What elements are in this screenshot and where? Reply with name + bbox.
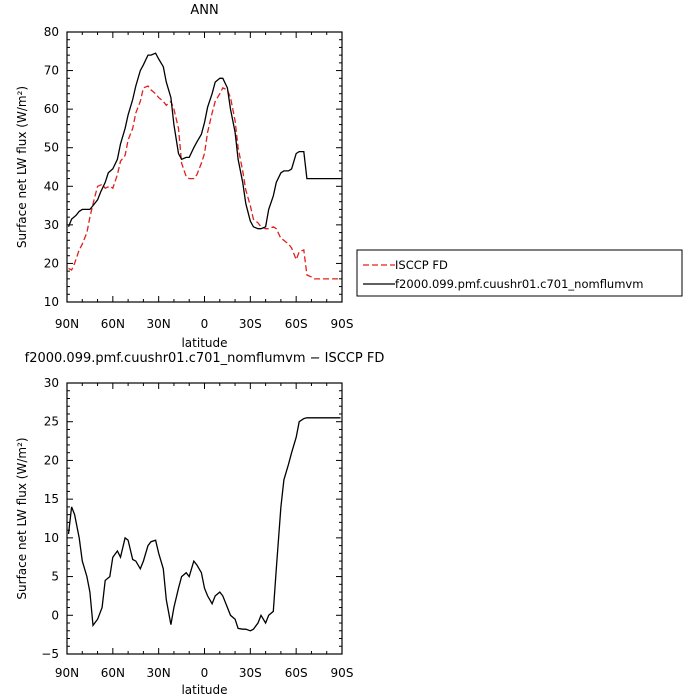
y-tick-label: 5 xyxy=(51,570,59,584)
x-tick-label: 90N xyxy=(55,666,79,680)
plot-frame xyxy=(66,382,343,655)
x-tick-label: 30N xyxy=(147,317,171,331)
y-tick-label: 60 xyxy=(44,102,59,116)
y-tick-label: 20 xyxy=(44,453,59,467)
y-tick-label: 10 xyxy=(44,531,59,545)
legend: ISCCP FD f2000.099.pmf.cuushr01.c701_nomf… xyxy=(356,249,683,297)
legend-box xyxy=(356,249,683,297)
chart-title: f2000.099.pmf.cuushr01.c701_nomflumvm − … xyxy=(25,351,385,366)
x-tick-label: 30S xyxy=(239,666,262,680)
y-tick-label: 80 xyxy=(44,25,59,39)
x-tick-label: 60N xyxy=(101,317,125,331)
series-line-2 xyxy=(67,52,341,230)
y-tick-label: −5 xyxy=(41,647,59,661)
legend-entry-label: ISCCP FD xyxy=(395,258,448,272)
x-tick-label: 0 xyxy=(201,317,209,331)
y-tick-label: 15 xyxy=(44,492,59,506)
chart-title: ANN xyxy=(190,3,218,18)
x-tick-label: 90N xyxy=(55,317,79,331)
y-tick-label: 30 xyxy=(44,376,59,390)
series-line-1 xyxy=(68,85,341,280)
series-line-1 xyxy=(67,417,341,632)
x-tick-label: 90S xyxy=(331,317,354,331)
y-tick-label: 40 xyxy=(44,179,59,193)
panel-1: ANN 90N 60N 30N 0 30S 60S 90S 10 20 30 40 50 60 70 80 la… xyxy=(15,3,353,350)
x-tick-label: 30N xyxy=(147,666,171,680)
x-axis-label: latitude xyxy=(181,683,227,697)
panel-2: f2000.099.pmf.cuushr01.c701_nomflumvm − … xyxy=(15,351,384,697)
legend-entry-label: f2000.099.pmf.cuushr01.c701_nomflumvm xyxy=(395,277,643,291)
x-tick-label: 30S xyxy=(239,317,262,331)
plot-frame xyxy=(66,31,343,303)
y-axis-label: Surface net LW flux (W/m²) xyxy=(15,86,29,248)
y-tick-label: 20 xyxy=(44,256,59,270)
y-tick-label: 0 xyxy=(51,608,59,622)
x-axis-label: latitude xyxy=(181,336,227,350)
x-tick-label: 90S xyxy=(331,666,354,680)
y-tick-label: 10 xyxy=(44,295,59,309)
y-tick-label: 70 xyxy=(44,64,59,78)
y-axis-label: Surface net LW flux (W/m²) xyxy=(15,437,29,599)
y-tick-label: 30 xyxy=(44,218,59,232)
x-tick-label: 60N xyxy=(101,666,125,680)
x-tick-label: 0 xyxy=(201,666,209,680)
y-tick-label: 25 xyxy=(44,415,59,429)
x-tick-label: 60S xyxy=(285,666,308,680)
x-tick-label: 60S xyxy=(285,317,308,331)
y-tick-label: 50 xyxy=(44,141,59,155)
